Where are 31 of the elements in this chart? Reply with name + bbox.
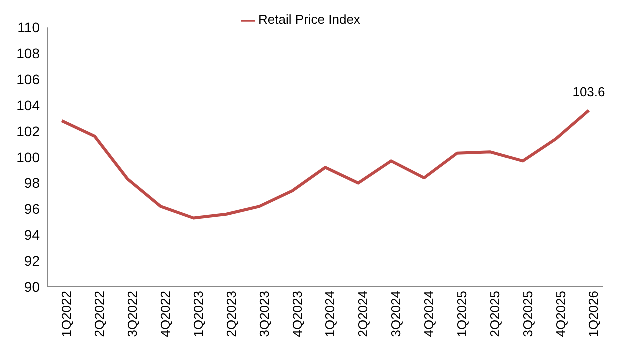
- y-tick-label: 110: [18, 20, 40, 36]
- x-tick-label: 1Q2026: [586, 291, 602, 338]
- y-tick-label: 106: [16, 71, 40, 88]
- y-tick-label: 102: [16, 123, 40, 140]
- y-tick-label: 90: [24, 278, 40, 295]
- y-tick-label: 96: [24, 201, 40, 218]
- x-tick-label: 1Q2023: [190, 291, 206, 338]
- y-tick-label: 98: [24, 175, 40, 192]
- data-label: 103.6: [572, 84, 606, 100]
- x-tick-label: 2Q2025: [487, 291, 502, 338]
- x-tick-label: 4Q2023: [290, 291, 305, 338]
- x-tick-label: 1Q2025: [454, 291, 470, 338]
- x-tick-label: 3Q2024: [388, 291, 404, 338]
- line-series: [60, 109, 590, 220]
- x-tick-label: 4Q2025: [553, 291, 568, 338]
- x-tick-label: 2Q2022: [92, 291, 108, 338]
- y-tick-label: 94: [24, 227, 40, 244]
- x-tick-label: 2Q2024: [356, 291, 371, 338]
- x-tick-label: 3Q2025: [520, 291, 536, 338]
- y-tick-label: 104: [16, 97, 40, 114]
- x-tick-label: 1Q2024: [322, 291, 338, 338]
- x-tick-label: 3Q2022: [125, 291, 140, 338]
- x-tick-label: 1Q2022: [59, 291, 74, 338]
- y-tick-label: 92: [24, 253, 40, 270]
- y-tick-label: 100: [16, 149, 40, 166]
- x-tick-label: 2Q2023: [224, 291, 239, 338]
- y-tick-label: 108: [16, 45, 40, 62]
- x-tick-label: 3Q2023: [256, 291, 272, 338]
- x-tick-label: 4Q2024: [422, 291, 437, 338]
- legend-label: Retail Price Index: [258, 12, 360, 27]
- x-tick-label: 4Q2022: [158, 291, 174, 338]
